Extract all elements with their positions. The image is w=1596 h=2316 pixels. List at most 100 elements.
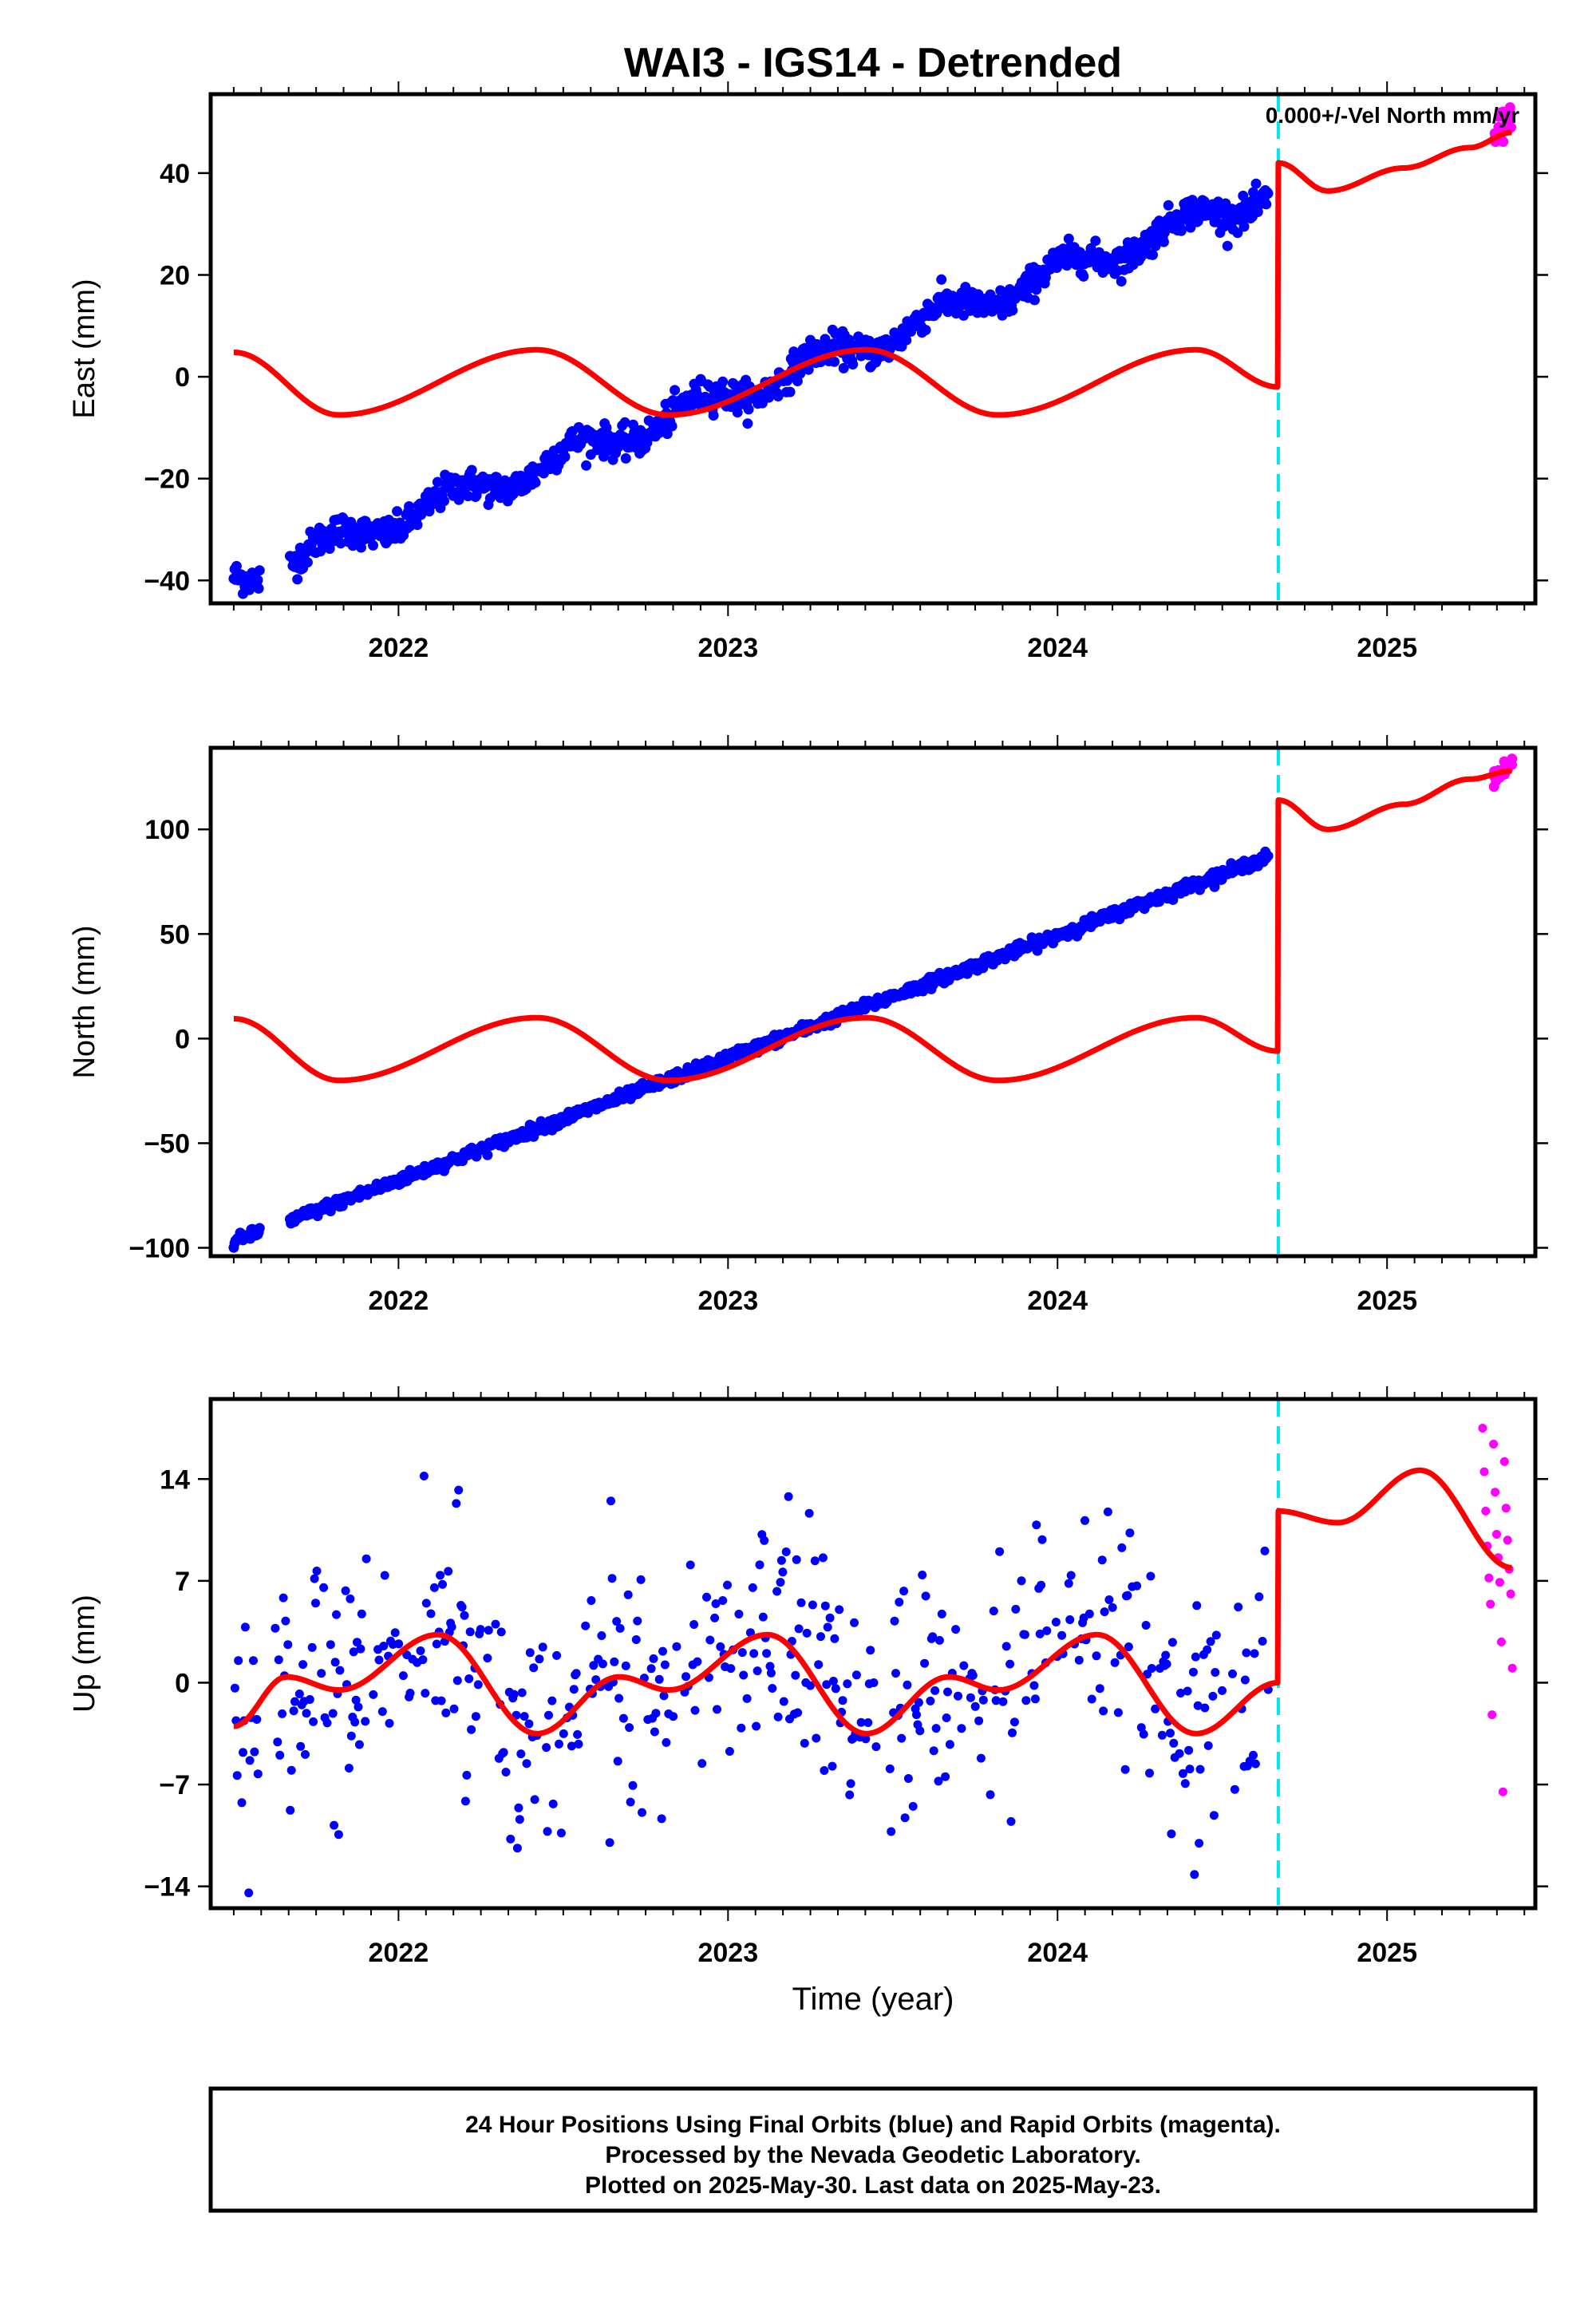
final-orbit-point xyxy=(737,1723,746,1733)
final-orbit-point xyxy=(598,1659,607,1669)
final-orbit-point xyxy=(995,1547,1005,1556)
final-orbit-point xyxy=(506,1834,516,1844)
final-orbit-point xyxy=(825,1613,835,1622)
final-orbit-point xyxy=(968,1670,978,1680)
final-orbit-point xyxy=(466,464,477,476)
final-orbit-point xyxy=(814,1660,824,1670)
final-orbit-point xyxy=(1193,1701,1203,1710)
up-y-tick-label: 0 xyxy=(175,1668,190,1698)
final-orbit-point xyxy=(753,1666,762,1676)
final-orbit-point xyxy=(330,1658,340,1667)
final-orbit-point xyxy=(828,1677,838,1686)
up-axes-frame xyxy=(208,1397,1538,1911)
final-orbit-point xyxy=(863,1718,873,1727)
final-orbit-point xyxy=(274,1655,283,1665)
final-orbit-point xyxy=(934,1777,943,1786)
east-y-tick-label: 0 xyxy=(175,362,190,393)
final-orbit-point xyxy=(515,1815,524,1824)
north-y-tick-label: 0 xyxy=(175,1024,190,1054)
final-orbit-point xyxy=(897,1733,907,1743)
final-orbit-point xyxy=(1125,1528,1135,1538)
final-orbit-point xyxy=(623,1590,633,1599)
final-orbit-point xyxy=(275,1750,285,1760)
final-orbit-point xyxy=(524,1719,534,1729)
final-orbit-point xyxy=(1260,1546,1270,1555)
final-orbit-point xyxy=(920,325,931,335)
final-orbit-point xyxy=(831,1684,840,1694)
up-plot-area xyxy=(230,1399,1517,1908)
final-orbit-point xyxy=(772,391,784,401)
final-orbit-point xyxy=(1021,1696,1031,1705)
final-orbit-point xyxy=(660,1660,670,1670)
final-orbit-point xyxy=(569,1685,579,1694)
final-orbit-point xyxy=(838,1696,847,1705)
final-orbit-point xyxy=(937,1609,946,1618)
final-orbit-point xyxy=(765,1662,775,1671)
final-orbit-point xyxy=(912,1710,921,1720)
final-orbit-point xyxy=(438,1579,447,1589)
final-orbit-point xyxy=(619,417,630,428)
final-orbit-point xyxy=(737,1648,747,1658)
final-orbit-point xyxy=(1084,1609,1094,1618)
final-orbit-point xyxy=(1206,1637,1215,1646)
rapid-orbit-point xyxy=(1488,781,1499,792)
final-orbit-point xyxy=(335,1666,345,1675)
final-orbit-point xyxy=(838,362,849,373)
final-orbit-point xyxy=(1169,1738,1179,1748)
final-orbit-point xyxy=(1230,1784,1239,1794)
final-orbit-point xyxy=(305,1695,314,1704)
final-orbit-point xyxy=(1110,1658,1120,1667)
final-orbit-point xyxy=(1191,1652,1200,1662)
final-orbit-point xyxy=(708,410,719,421)
final-orbit-point xyxy=(1158,236,1169,247)
final-orbit-point xyxy=(437,1696,446,1705)
final-orbit-point xyxy=(312,1567,322,1575)
final-orbit-point xyxy=(998,1697,1008,1706)
final-orbit-point xyxy=(1095,1684,1104,1694)
final-orbit-point xyxy=(681,1672,690,1682)
final-orbit-point xyxy=(1176,1689,1185,1697)
final-orbit-point xyxy=(901,334,912,346)
final-orbit-point xyxy=(1203,1645,1212,1654)
final-orbit-point xyxy=(717,376,729,387)
final-orbit-point xyxy=(501,1768,511,1777)
up-model-curve xyxy=(232,1467,1514,1737)
final-orbit-point xyxy=(830,1634,839,1643)
final-orbit-point xyxy=(959,1661,969,1670)
final-orbit-point xyxy=(693,1657,702,1666)
footer-line-2: Processed by the Nevada Geodetic Laborat… xyxy=(605,2142,1140,2168)
final-orbit-point xyxy=(1030,1694,1040,1704)
final-orbit-point xyxy=(254,565,265,576)
final-orbit-point xyxy=(1057,1630,1067,1640)
final-orbit-point xyxy=(760,1535,769,1545)
final-orbit-point xyxy=(1184,1745,1194,1755)
east-y-tick-label: −20 xyxy=(144,464,190,495)
final-orbit-point xyxy=(943,1687,952,1697)
final-orbit-point xyxy=(1123,1591,1132,1600)
final-orbit-point xyxy=(1254,1592,1264,1602)
final-orbit-point xyxy=(895,1598,904,1607)
north-y-tick-label: −50 xyxy=(144,1128,190,1159)
up-y-tick-label: 7 xyxy=(175,1567,190,1597)
final-orbit-point xyxy=(252,575,263,586)
final-orbit-point xyxy=(1136,1723,1146,1733)
final-orbit-point xyxy=(713,1705,721,1714)
east-x-tick-label: 2025 xyxy=(1357,633,1417,663)
final-orbit-point xyxy=(1104,1595,1114,1604)
final-orbit-point xyxy=(301,1749,310,1759)
final-orbit-point xyxy=(810,1556,820,1566)
final-orbit-point xyxy=(330,1820,339,1830)
rapid-orbit-point xyxy=(1486,1599,1495,1609)
rapid-orbit-point xyxy=(1484,1573,1494,1583)
final-orbit-point xyxy=(773,1712,783,1721)
final-orbit-point xyxy=(899,1587,909,1596)
final-orbit-point xyxy=(1232,227,1243,239)
final-orbit-point xyxy=(822,1680,832,1690)
final-orbit-point xyxy=(954,1691,962,1701)
final-orbit-point xyxy=(1148,249,1158,260)
final-orbit-point xyxy=(354,1702,363,1712)
final-orbit-point xyxy=(1037,1580,1046,1590)
final-orbit-point xyxy=(429,1583,439,1592)
final-orbit-point xyxy=(418,1655,428,1665)
final-orbit-point xyxy=(1154,215,1165,227)
